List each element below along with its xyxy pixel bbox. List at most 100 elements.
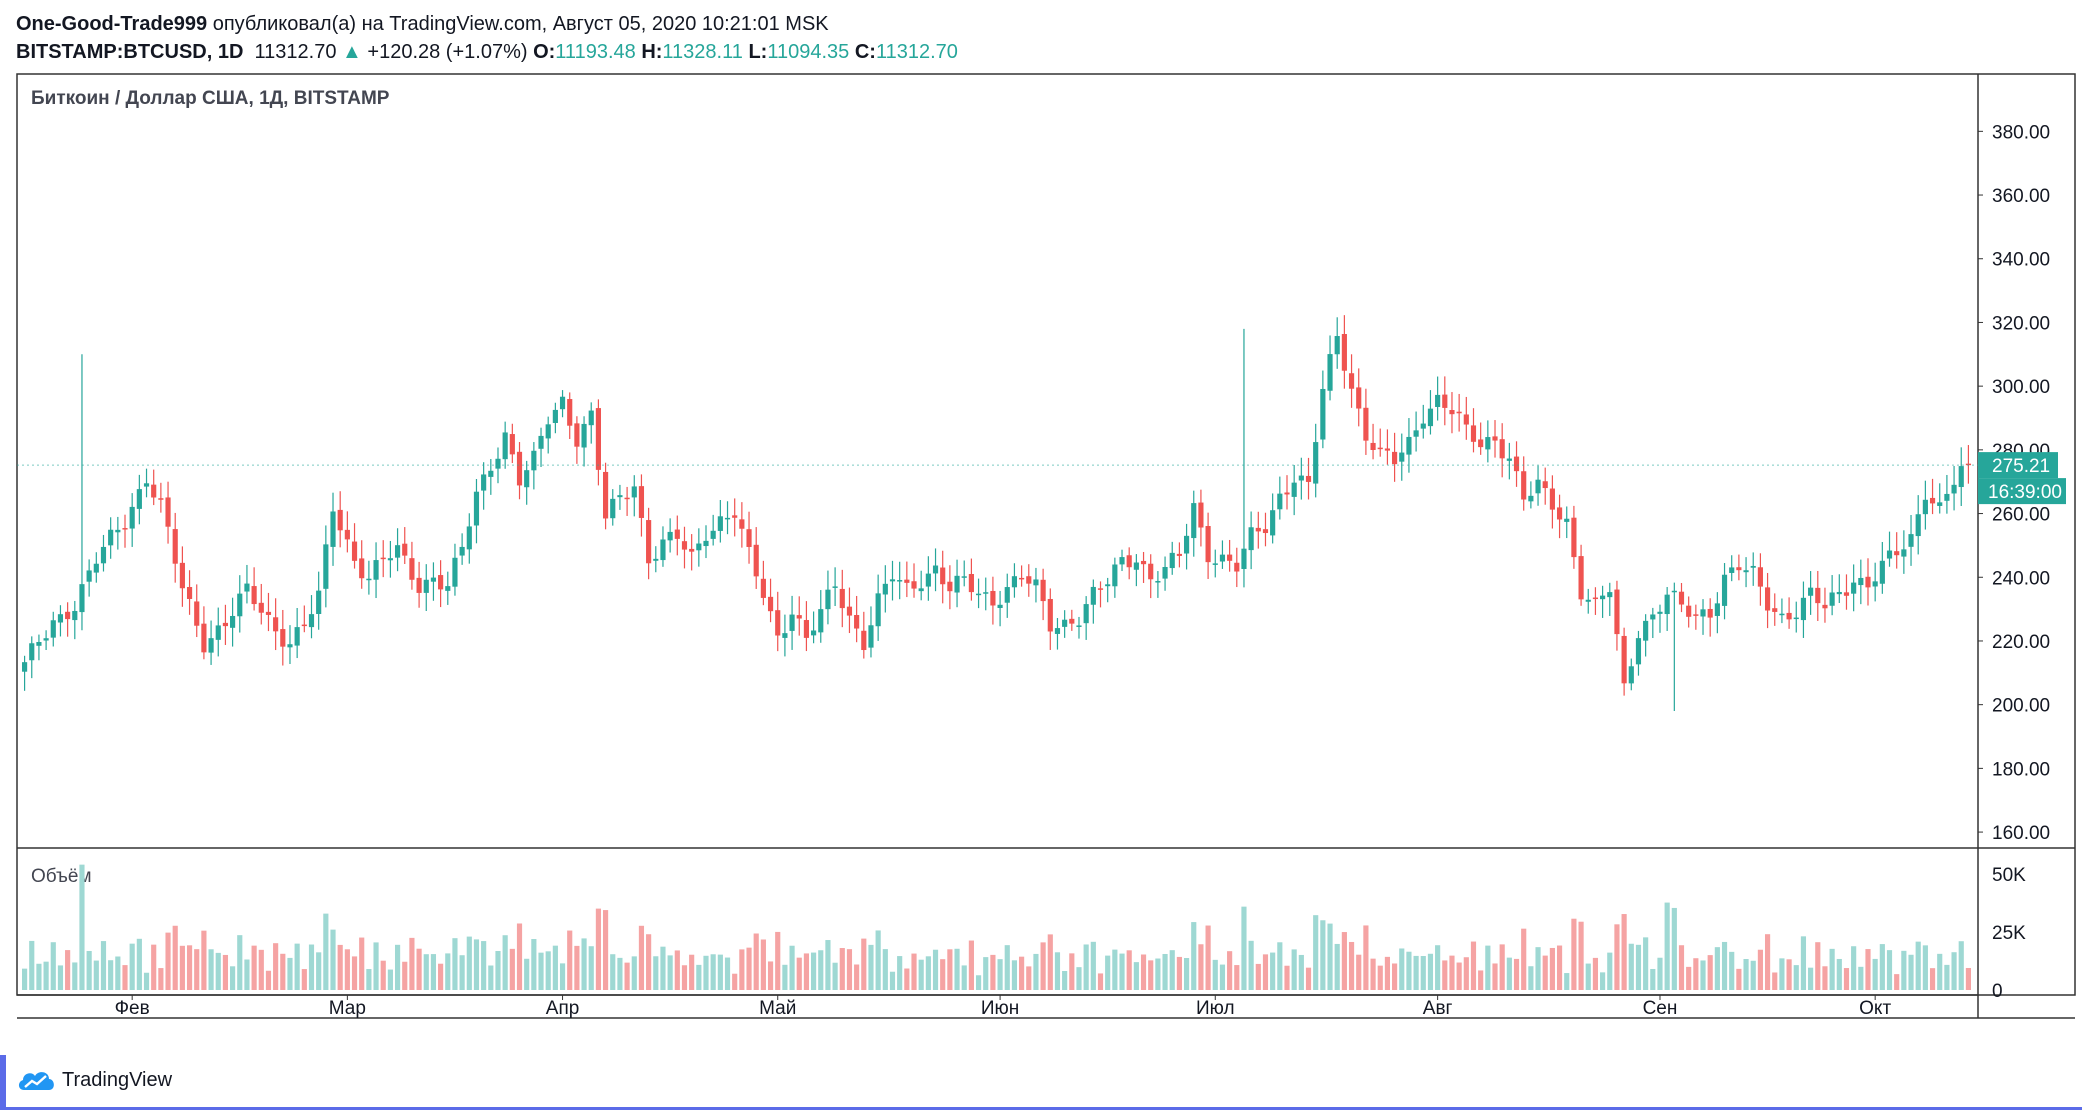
volume-bar [1155, 958, 1161, 990]
candle-body [832, 586, 838, 588]
candle-body [897, 580, 903, 582]
candle-body [1227, 554, 1233, 561]
volume-bar [430, 954, 437, 990]
volume-bar [1219, 964, 1226, 990]
volume-bar [1686, 966, 1692, 990]
candle-body [1556, 507, 1563, 520]
candle-body [1420, 423, 1426, 429]
volume-bar [775, 931, 781, 990]
candle-body [1427, 408, 1434, 427]
open-value: 11193.48 [555, 41, 636, 63]
candle-body [308, 614, 315, 628]
candle-body [1449, 410, 1455, 415]
volume-bar [136, 938, 142, 990]
candle-body [1456, 411, 1462, 414]
volume-bar [552, 945, 558, 990]
candle-body [581, 423, 587, 448]
candle-body [1958, 466, 1964, 488]
candle-body [940, 567, 946, 585]
volume-bar [1406, 951, 1412, 990]
candle-body [438, 575, 444, 590]
volume-bar [1513, 958, 1520, 990]
volume-bar [1542, 955, 1548, 990]
volume-bar [473, 939, 480, 990]
volume-bar [760, 939, 766, 990]
candle-body [882, 583, 888, 595]
candle-body [1513, 456, 1520, 472]
volume-bar [1614, 924, 1620, 990]
volume-bar [423, 954, 429, 990]
candle-body [100, 546, 107, 564]
candle-body [760, 578, 766, 598]
candle-body [617, 495, 623, 498]
candle-body [854, 614, 860, 629]
candle-body [1836, 591, 1842, 595]
candle-body [481, 474, 487, 491]
candle-body [689, 548, 695, 552]
volume-bar [767, 961, 774, 990]
volume-bar [1915, 941, 1921, 990]
candle-body [351, 541, 358, 561]
candle-body [1054, 628, 1061, 634]
candle-body [179, 562, 185, 589]
candle-body [1191, 503, 1197, 539]
volume-bar [861, 938, 867, 990]
volume-bar [1062, 970, 1068, 990]
volume-bar [638, 925, 645, 990]
volume-bar [932, 949, 939, 990]
volume-bar [1600, 972, 1606, 990]
candle-body [1700, 609, 1706, 617]
candle-body [201, 623, 207, 653]
candle-body [1965, 463, 1971, 466]
candle-body [495, 458, 501, 469]
candle-body [1083, 604, 1089, 624]
volume-bar [724, 957, 731, 990]
candle-body [1628, 666, 1634, 684]
volume-bar [710, 954, 716, 990]
candle-body [710, 530, 716, 539]
candle-body [344, 529, 350, 540]
candle-body [1313, 442, 1319, 484]
candle-body [1908, 534, 1914, 547]
bottom-accent-line [0, 1107, 2082, 1110]
candle-body [1843, 592, 1850, 596]
candle-body [889, 579, 896, 582]
candle-body [803, 620, 810, 638]
volume-bar [997, 959, 1003, 990]
candle-body [595, 408, 601, 470]
candle-body [151, 484, 157, 498]
candle-body [739, 519, 745, 529]
candle-body [567, 399, 573, 426]
volume-bar [588, 946, 594, 990]
author-name[interactable]: One-Good-Trade999 [16, 13, 208, 35]
volume-bar [215, 952, 221, 990]
volume-bar [545, 951, 551, 990]
volume-bar [839, 948, 845, 990]
candle-body [789, 614, 795, 631]
volume-bar [1743, 959, 1749, 990]
candle-body [143, 483, 150, 487]
candle-body [653, 558, 659, 561]
tradingview-branding[interactable]: TradingView [16, 1064, 172, 1096]
volume-bar [753, 933, 759, 990]
volume-bar [1764, 934, 1771, 990]
price-chart[interactable]: Биткоин / Доллар США, 1Д, BITSTAMP Объём 3… [0, 0, 2082, 1060]
candle-body [717, 516, 723, 531]
volume-bar [1133, 962, 1139, 990]
volume-bar [567, 930, 573, 990]
volume-bar [1492, 963, 1498, 990]
candle-body [1600, 595, 1606, 600]
volume-bar [237, 935, 243, 990]
candle-body [1384, 448, 1390, 451]
volume-bar [1729, 951, 1735, 990]
volume-bar [925, 956, 931, 990]
volume-bar [1327, 923, 1333, 990]
volume-bar [1112, 949, 1118, 990]
ohlc-line: BITSTAMP:BTCUSD, 1D 11312.70 ▲ +120.28 (… [16, 38, 958, 66]
candle-body [1929, 497, 1936, 504]
volume-bar [495, 951, 501, 990]
volume-bar [1506, 957, 1512, 990]
volume-bar [351, 956, 358, 990]
candle-body [1549, 488, 1555, 510]
volume-bar [1356, 954, 1362, 990]
